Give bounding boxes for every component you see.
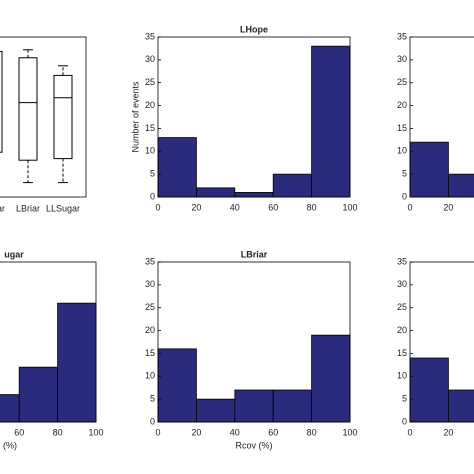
histogram-bar bbox=[234, 389, 274, 423]
x-axis-label: (%) bbox=[3, 440, 17, 450]
histogram-bar bbox=[311, 45, 351, 198]
box bbox=[0, 50, 3, 153]
x-axis-label: Rcov (%) bbox=[235, 440, 272, 450]
x-tick-label: 20 bbox=[443, 202, 453, 212]
histogram-bar bbox=[157, 348, 197, 423]
y-axis-label: Number of events bbox=[130, 81, 140, 153]
axes-frame bbox=[409, 36, 474, 198]
x-tick-label: 100 bbox=[342, 202, 357, 212]
y-tick-label: 5 bbox=[402, 169, 407, 179]
x-tick-label: 20 bbox=[443, 427, 453, 437]
x-tick-label: 100 bbox=[88, 427, 103, 437]
axes-frame bbox=[0, 36, 87, 198]
histogram-bar bbox=[409, 141, 449, 198]
y-tick-label: 25 bbox=[145, 77, 155, 87]
y-tick-label: 5 bbox=[150, 394, 155, 404]
y-tick-label: 30 bbox=[397, 279, 407, 289]
histogram-bar bbox=[447, 389, 474, 423]
x-tick-label: 80 bbox=[307, 427, 317, 437]
x-tick-label: 20 bbox=[191, 202, 201, 212]
histogram-bar bbox=[234, 192, 274, 198]
y-tick-label: 10 bbox=[145, 371, 155, 381]
x-tick-label: 80 bbox=[307, 202, 317, 212]
y-tick-label: 20 bbox=[145, 100, 155, 110]
histogram-bar bbox=[195, 398, 236, 423]
x-tick-label: 40 bbox=[230, 202, 240, 212]
y-tick-label: 0 bbox=[402, 191, 407, 201]
y-tick-label: 20 bbox=[397, 100, 407, 110]
histogram-bar bbox=[272, 173, 313, 198]
x-tick-label: 0 bbox=[407, 202, 412, 212]
y-tick-label: 15 bbox=[397, 123, 407, 133]
x-tick-label: 0 bbox=[155, 202, 160, 212]
box bbox=[53, 74, 73, 160]
y-tick-label: 30 bbox=[145, 54, 155, 64]
x-tick-label: 100 bbox=[342, 427, 357, 437]
y-tick-label: 20 bbox=[145, 325, 155, 335]
x-tick-label: LBriar bbox=[16, 203, 40, 213]
x-tick-label: 60 bbox=[14, 427, 24, 437]
y-tick-label: 35 bbox=[397, 256, 407, 266]
y-tick-label: 15 bbox=[145, 123, 155, 133]
y-tick-label: 20 bbox=[397, 325, 407, 335]
y-tick-label: 15 bbox=[145, 348, 155, 358]
panel-title: ugar bbox=[4, 249, 24, 259]
histogram-bar bbox=[157, 137, 197, 198]
y-tick-label: 5 bbox=[402, 394, 407, 404]
x-tick-label: 60 bbox=[268, 202, 278, 212]
histogram-bar bbox=[18, 366, 59, 423]
histogram-bar bbox=[409, 357, 449, 423]
y-tick-label: 35 bbox=[145, 256, 155, 266]
histogram-bar bbox=[311, 334, 351, 423]
x-tick-label: 80 bbox=[53, 427, 63, 437]
box bbox=[18, 57, 38, 161]
y-tick-label: 5 bbox=[150, 169, 155, 179]
y-tick-label: 0 bbox=[150, 416, 155, 426]
histogram-bar bbox=[0, 394, 20, 423]
histogram-bar bbox=[272, 389, 313, 423]
x-tick-label: LLSugar bbox=[46, 203, 80, 213]
y-tick-label: 15 bbox=[397, 348, 407, 358]
axes-frame bbox=[409, 261, 474, 423]
axes-frame bbox=[157, 36, 351, 198]
y-tick-label: 25 bbox=[145, 302, 155, 312]
x-tick-label: 0 bbox=[407, 427, 412, 437]
y-tick-label: 25 bbox=[397, 77, 407, 87]
histogram-bar bbox=[447, 173, 474, 198]
y-tick-label: 0 bbox=[150, 191, 155, 201]
x-tick-label: 40 bbox=[230, 427, 240, 437]
y-tick-label: 10 bbox=[145, 146, 155, 156]
histogram-bar bbox=[57, 302, 97, 423]
y-tick-label: 35 bbox=[397, 31, 407, 41]
x-tick-label: 0 bbox=[155, 427, 160, 437]
histogram-bar bbox=[195, 187, 236, 198]
x-tick-label: Sugar bbox=[0, 203, 5, 213]
panel-title: LBriar bbox=[241, 249, 268, 259]
axes-frame bbox=[157, 261, 351, 423]
y-tick-label: 25 bbox=[397, 302, 407, 312]
axes-frame bbox=[0, 261, 97, 423]
x-tick-label: 60 bbox=[268, 427, 278, 437]
y-tick-label: 10 bbox=[397, 146, 407, 156]
y-tick-label: 10 bbox=[397, 371, 407, 381]
y-tick-label: 30 bbox=[145, 279, 155, 289]
y-tick-label: 0 bbox=[402, 416, 407, 426]
y-tick-label: 30 bbox=[397, 54, 407, 64]
panel-title: LHope bbox=[240, 24, 268, 34]
x-tick-label: 20 bbox=[191, 427, 201, 437]
y-tick-label: 35 bbox=[145, 31, 155, 41]
